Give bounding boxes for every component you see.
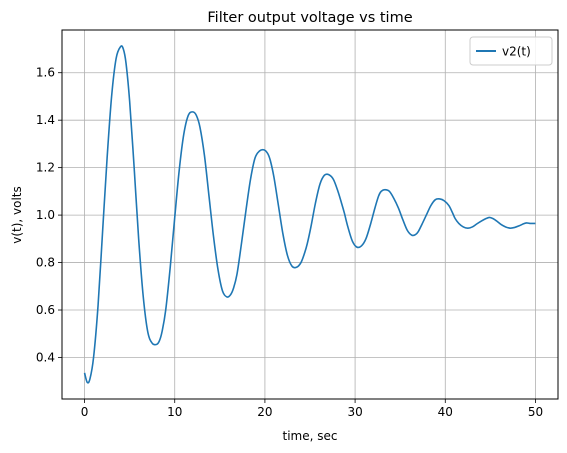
grid-lines [62, 30, 558, 399]
chart-title: Filter output voltage vs time [207, 10, 412, 26]
legend-entry-v2: v2(t) [502, 45, 531, 59]
x-tick-label: 40 [438, 405, 453, 419]
y-axis-label: v(t), volts [10, 186, 24, 244]
x-tick-label: 50 [528, 405, 543, 419]
x-tick-label: 0 [81, 405, 89, 419]
y-tick-label: 1.4 [36, 113, 55, 127]
plot-frame [61, 29, 559, 400]
legend-box [469, 36, 553, 66]
y-tick-label: 0.8 [36, 256, 55, 270]
y-tick-label: 0.6 [36, 303, 55, 317]
x-tick-label: 20 [257, 405, 272, 419]
y-tick-label: 1.2 [36, 161, 55, 175]
x-axis-label: time, sec [283, 429, 338, 443]
legend: v2(t) [469, 36, 553, 66]
y-tick-label: 1.0 [36, 208, 55, 222]
series-line-v2 [83, 45, 536, 384]
y-tick-label: 1.6 [36, 66, 55, 80]
x-tick-label: 10 [167, 405, 182, 419]
x-tick-label: 30 [347, 405, 362, 419]
series-layer [83, 45, 536, 384]
axis-ticks: 0 10 20 30 40 50 0.4 0.6 0.8 1.0 1.2 1.4 1.6 [36, 66, 543, 419]
y-tick-label: 0.4 [36, 350, 55, 364]
